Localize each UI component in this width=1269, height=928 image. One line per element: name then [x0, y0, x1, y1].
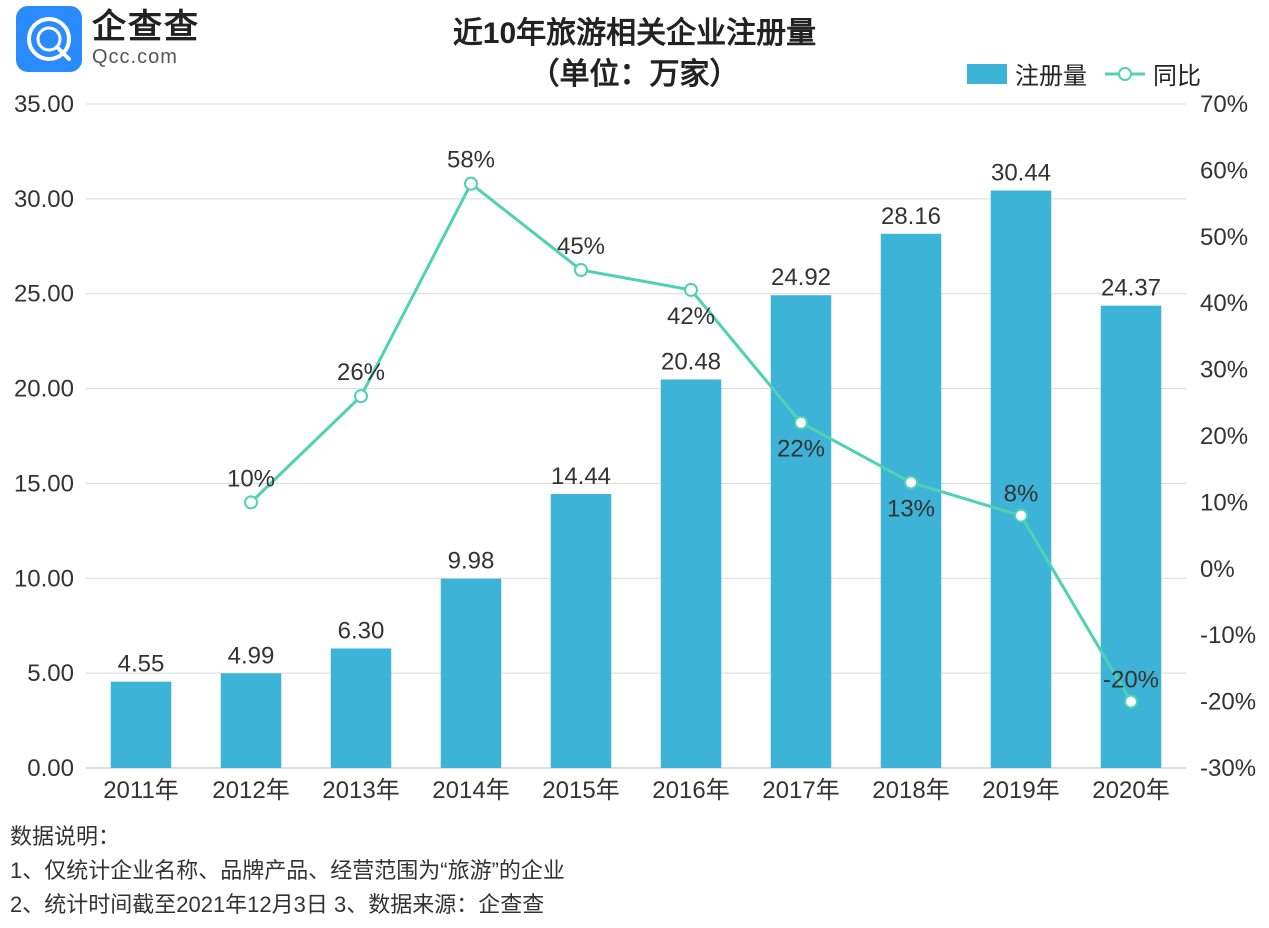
notes-line2: 2、统计时间截至2021年12月3日 3、数据来源：企查查	[10, 888, 565, 922]
trend-marker	[355, 390, 367, 402]
trend-value-label: 13%	[887, 495, 935, 522]
x-category-label: 2016年	[652, 777, 729, 804]
bar	[661, 379, 722, 768]
bar	[111, 682, 172, 768]
y-right-tick: 40%	[1200, 290, 1248, 317]
x-category-label: 2019年	[982, 777, 1059, 804]
trend-marker	[245, 496, 257, 508]
trend-marker	[1125, 696, 1137, 708]
y-left-tick: 5.00	[27, 660, 74, 687]
y-left-tick: 35.00	[14, 91, 74, 118]
x-category-label: 2011年	[103, 777, 179, 804]
trend-marker	[795, 417, 807, 429]
trend-marker	[905, 476, 917, 488]
bar	[991, 191, 1052, 768]
trend-value-label: 45%	[557, 233, 605, 260]
trend-value-label: -20%	[1103, 667, 1159, 694]
trend-value-label: 22%	[777, 436, 825, 463]
bar-value-label: 28.16	[881, 203, 941, 230]
bar-value-label: 9.98	[448, 548, 495, 575]
trend-marker	[465, 178, 477, 190]
bar-value-label: 4.55	[118, 651, 165, 678]
x-category-label: 2020年	[1092, 777, 1169, 804]
bar	[771, 295, 832, 768]
bar-value-label: 14.44	[551, 463, 611, 490]
trend-marker	[685, 284, 697, 296]
y-left-tick: 0.00	[27, 755, 74, 782]
x-category-label: 2018年	[872, 777, 949, 804]
x-category-label: 2014年	[432, 777, 509, 804]
trend-marker	[575, 264, 587, 276]
bar-value-label: 20.48	[661, 348, 721, 375]
x-category-label: 2012年	[212, 777, 289, 804]
y-left-tick: 20.00	[14, 376, 74, 403]
bar	[441, 579, 502, 768]
bar-value-label: 24.92	[771, 264, 831, 291]
y-right-tick: -30%	[1200, 755, 1256, 782]
bar	[331, 648, 392, 768]
y-left-tick: 10.00	[14, 565, 74, 592]
bar-value-label: 4.99	[228, 642, 275, 669]
combo-chart: 0.00 5.00 10.00 15.00 20.00 25.00 30.00 35.00 -3…	[0, 0, 1269, 928]
y-right-tick: 60%	[1200, 157, 1248, 184]
notes-line1: 1、仅统计企业名称、品牌产品、经营范围为“旅游”的企业	[10, 854, 565, 888]
data-notes: 数据说明： 1、仅统计企业名称、品牌产品、经营范围为“旅游”的企业 2、统计时间…	[10, 820, 565, 922]
bar	[551, 494, 612, 768]
y-right-tick: 50%	[1200, 224, 1248, 251]
trend-value-label: 26%	[337, 359, 385, 386]
x-category-label: 2013年	[322, 777, 399, 804]
y-left-tick: 25.00	[14, 281, 74, 308]
x-category-label: 2015年	[542, 777, 619, 804]
y-right-tick: 10%	[1200, 489, 1248, 516]
y-right-tick: 20%	[1200, 423, 1248, 450]
y-left-tick: 15.00	[14, 470, 74, 497]
trend-value-label: 10%	[227, 465, 275, 492]
bar	[221, 673, 282, 768]
trend-marker	[1015, 510, 1027, 522]
bar-value-label: 6.30	[338, 617, 385, 644]
trend-value-label: 8%	[1004, 481, 1039, 508]
trend-value-label: 58%	[447, 147, 495, 174]
y-right-tick: 0%	[1200, 556, 1235, 583]
bar-value-label: 24.37	[1101, 275, 1161, 302]
y-right-tick: 30%	[1200, 357, 1248, 384]
y-right-tick: -10%	[1200, 622, 1256, 649]
y-right-tick: -20%	[1200, 689, 1256, 716]
x-category-label: 2017年	[762, 777, 839, 804]
bar-value-label: 30.44	[991, 160, 1051, 187]
notes-heading: 数据说明：	[10, 820, 565, 854]
y-right-tick: 70%	[1200, 91, 1248, 118]
trend-value-label: 42%	[667, 303, 715, 330]
y-left-tick: 30.00	[14, 186, 74, 213]
